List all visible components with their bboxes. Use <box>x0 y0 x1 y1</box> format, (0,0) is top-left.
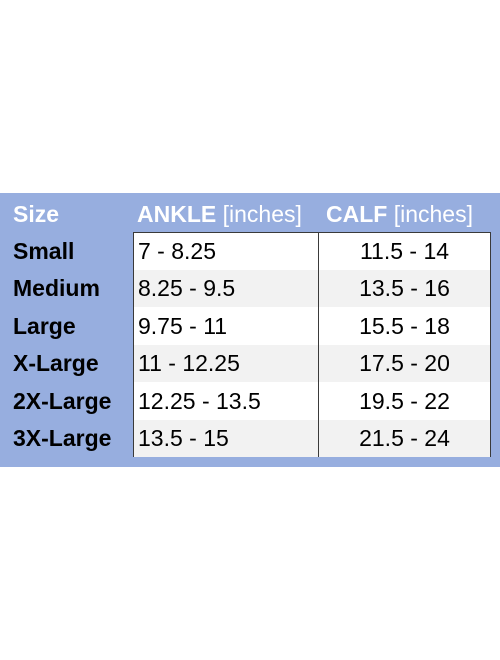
size-label: Medium <box>13 275 100 302</box>
header-size-text: Size <box>13 201 60 227</box>
ankle-cell: 11 - 12.25 <box>138 350 240 377</box>
calf-cell: 17.5 - 20 <box>359 350 450 377</box>
size-label: 2X-Large <box>13 387 112 414</box>
row-stripe <box>134 270 490 308</box>
header-calf: CALF [inches] <box>326 198 473 230</box>
ankle-cell: 8.25 - 9.5 <box>138 275 236 302</box>
size-label: 3X-Large <box>13 425 112 451</box>
header-ankle-unit: [inches] <box>222 201 302 227</box>
row-stripe <box>134 345 490 383</box>
row-stripe <box>134 420 490 457</box>
header-calf-name: CALF <box>326 201 388 227</box>
calf-cell: 15.5 - 18 <box>359 312 450 339</box>
ankle-cell: 13.5 - 15 <box>138 425 229 451</box>
calf-cell: 11.5 - 14 <box>359 238 450 264</box>
ankle-cell: 9.75 - 11 <box>138 312 228 339</box>
header-ankle: ANKLE [inches] <box>137 198 302 230</box>
header-size: Size <box>13 198 59 230</box>
ankle-cell: 12.25 - 13.5 <box>138 387 261 414</box>
table-grid <box>133 232 491 457</box>
calf-cell: 13.5 - 16 <box>359 275 450 302</box>
header-calf-unit: [inches] <box>393 201 473 227</box>
header-ankle-name: ANKLE <box>137 201 217 227</box>
ankle-cell: 7 - 8.25 <box>138 238 216 264</box>
column-divider <box>318 232 319 457</box>
size-label: X-Large <box>13 350 99 377</box>
calf-cell: 21.5 - 24 <box>359 425 450 451</box>
size-label: Small <box>13 238 75 264</box>
calf-cell: 19.5 - 22 <box>359 387 450 414</box>
size-label: Large <box>13 312 76 339</box>
